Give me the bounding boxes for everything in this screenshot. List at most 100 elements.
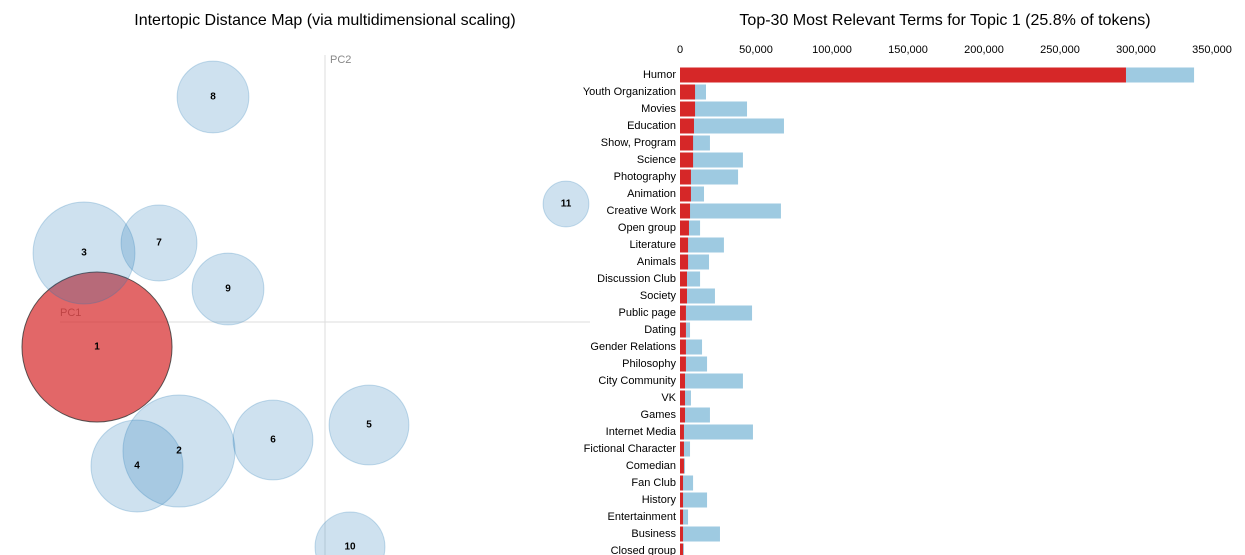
topic-label: 2	[176, 446, 182, 457]
term-label: Closed group	[611, 545, 676, 555]
term-label: Humor	[643, 69, 676, 81]
pc2-label: PC2	[330, 54, 351, 66]
overall-frequency-bar	[680, 526, 720, 542]
term-label: Movies	[641, 103, 676, 115]
topic-label: 1	[94, 342, 100, 353]
term-label: Education	[627, 120, 676, 132]
topic-frequency-bar	[680, 441, 684, 457]
x-tick-label: 100,000	[812, 44, 852, 56]
overall-frequency-bar	[680, 475, 694, 491]
bar-title: Top-30 Most Relevant Terms for Topic 1 (…	[739, 12, 1150, 29]
term-label: Society	[640, 290, 677, 302]
topic-bubble	[120, 204, 198, 282]
topic-frequency-bar	[680, 220, 689, 236]
topic-label: 4	[134, 461, 140, 472]
topic-bubble	[122, 394, 236, 508]
topic-label: 8	[210, 92, 216, 103]
term-label: Open group	[618, 222, 676, 234]
topic-bubble	[21, 271, 173, 423]
topic-frequency-bar	[680, 237, 689, 253]
topic-bubble	[542, 180, 590, 228]
topic-frequency-bar	[680, 135, 694, 151]
topic-frequency-bar	[680, 271, 687, 287]
topic-frequency-bar	[680, 475, 684, 491]
topic-frequency-bar	[680, 390, 686, 406]
overall-frequency-bar	[680, 407, 710, 423]
topic-frequency-bar	[680, 373, 686, 389]
x-tick-label: 0	[677, 44, 683, 56]
x-tick-label: 350,000	[1192, 44, 1232, 56]
topic-bubble	[314, 511, 386, 555]
topic-label: 3	[81, 248, 87, 259]
overall-frequency-bar	[680, 237, 724, 253]
term-label: Internet Media	[606, 426, 677, 438]
overall-frequency-bar	[680, 203, 781, 219]
term-label: Creative Work	[607, 205, 677, 217]
x-tick-label: 250,000	[1040, 44, 1080, 56]
term-label: Dating	[644, 324, 676, 336]
topic-frequency-bar	[680, 526, 684, 542]
overall-frequency-bar	[680, 424, 753, 440]
topic-bubble	[191, 252, 265, 326]
x-tick-label: 200,000	[964, 44, 1004, 56]
term-label: Science	[637, 154, 676, 166]
overall-frequency-bar	[680, 169, 739, 185]
topic-label: 5	[366, 420, 372, 431]
overall-frequency-bar	[680, 492, 708, 508]
term-label: Photography	[614, 171, 677, 183]
topic-frequency-bar	[680, 84, 696, 100]
overall-frequency-bar	[680, 101, 748, 117]
term-label: Fan Club	[631, 477, 676, 489]
map-title: Intertopic Distance Map (via multidimens…	[134, 12, 516, 29]
term-label: Animals	[637, 256, 677, 268]
topic-label: 9	[225, 284, 231, 295]
term-label: Entertainment	[608, 511, 676, 523]
topic-frequency-bar	[680, 169, 691, 185]
topic-frequency-bar	[680, 101, 696, 117]
overall-frequency-bar	[680, 118, 784, 134]
topic-frequency-bar	[680, 339, 686, 355]
term-label: Games	[641, 409, 677, 421]
x-tick-label: 150,000	[888, 44, 928, 56]
topic-frequency-bar	[680, 407, 686, 423]
term-label: History	[642, 494, 677, 506]
overall-frequency-bar	[680, 441, 691, 457]
topic-label: 10	[344, 542, 356, 553]
topic-frequency-bar	[680, 424, 684, 440]
term-label: Discussion Club	[597, 273, 676, 285]
overall-frequency-bar	[680, 288, 715, 304]
overall-frequency-bar	[680, 509, 689, 525]
topic-frequency-bar	[680, 543, 684, 555]
topic-frequency-bar	[680, 186, 691, 202]
topic-frequency-bar	[680, 152, 694, 168]
topic-frequency-bar	[680, 509, 684, 525]
term-label: Literature	[630, 239, 676, 251]
topic-frequency-bar	[680, 288, 687, 304]
topic-frequency-bar	[680, 67, 1126, 83]
term-label: Show, Program	[601, 137, 676, 149]
topic-bubble	[328, 384, 410, 466]
topic-frequency-bar	[680, 254, 689, 270]
overall-frequency-bar	[680, 152, 743, 168]
term-label: Philosophy	[622, 358, 676, 370]
term-label: Public page	[619, 307, 677, 319]
overall-frequency-bar	[680, 390, 691, 406]
topic-bubble	[232, 399, 314, 481]
term-label: Animation	[627, 188, 676, 200]
topic-bubble	[176, 60, 250, 134]
term-label: Youth Organization	[583, 86, 676, 98]
term-label: Fictional Character	[584, 443, 677, 455]
topic-frequency-bar	[680, 356, 686, 372]
term-label: VK	[661, 392, 676, 404]
overall-frequency-bar	[680, 356, 708, 372]
x-tick-label: 50,000	[739, 44, 773, 56]
topic-label: 6	[270, 435, 276, 446]
topic-frequency-bar	[680, 492, 684, 508]
topic-bubble	[90, 419, 184, 513]
x-tick-label: 300,000	[1116, 44, 1156, 56]
topic-frequency-bar	[680, 305, 686, 321]
overall-frequency-bar	[680, 373, 743, 389]
topic-frequency-bar	[680, 322, 686, 338]
topic-bubble	[32, 201, 136, 305]
